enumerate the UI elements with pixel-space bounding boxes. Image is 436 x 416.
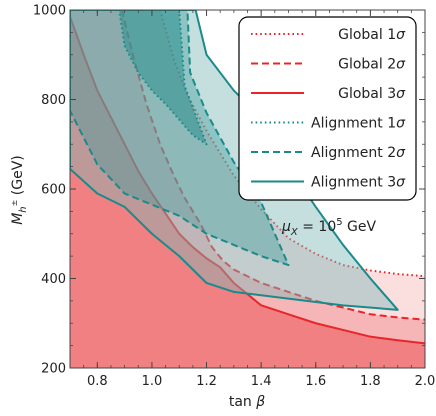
alignment-3sigma-contour xyxy=(70,10,399,311)
alignment-2sigma-region xyxy=(70,10,289,266)
legend-label: Global 1σ xyxy=(338,27,406,43)
legend-label: Alignment 3σ xyxy=(311,175,406,191)
global-2sigma-contour xyxy=(120,10,425,321)
y-tick-label: 200 xyxy=(41,362,66,377)
y-axis-label: Mh± (GeV) xyxy=(10,155,29,225)
x-tick-label: 1.8 xyxy=(360,374,381,389)
x-tick-label: 1.0 xyxy=(142,374,163,389)
legend-label: Alignment 2σ xyxy=(311,145,406,161)
y-tick-label: 800 xyxy=(41,93,66,108)
legend-label: Alignment 1σ xyxy=(311,116,406,132)
legend-label: Global 3σ xyxy=(338,86,406,102)
alignment-1sigma-contour xyxy=(118,10,208,146)
global-3sigma-contour xyxy=(70,16,425,345)
legend: Global 1σ Global 2σ Global 3σ Alignment 1σ A… xyxy=(238,16,417,201)
global-3sigma-region xyxy=(70,16,425,368)
legend-label: Global 2σ xyxy=(338,57,406,73)
x-tick-label: 2.0 xyxy=(415,374,436,389)
alignment-1sigma-region xyxy=(119,10,207,145)
x-tick-label: 1.2 xyxy=(196,374,217,389)
x-tick-label: 0.8 xyxy=(87,374,108,389)
x-tick-label: 1.6 xyxy=(305,374,326,389)
y-tick-label: 1000 xyxy=(33,4,66,19)
x-axis-label: tan β xyxy=(229,394,265,410)
y-tick-label: 400 xyxy=(41,272,66,287)
legend-box xyxy=(238,16,417,201)
region-layer xyxy=(70,10,425,368)
alignment-2sigma-contour xyxy=(70,10,290,267)
x-tick-label: 1.4 xyxy=(251,374,272,389)
y-tick-label: 600 xyxy=(41,183,66,198)
mu-x-annotation: μX = 105 GeV xyxy=(281,217,377,238)
tick-layer: 0.8 1.0 1.2 1.4 1.6 1.8 2.0 200 400 600 800 1000 xyxy=(33,4,435,390)
